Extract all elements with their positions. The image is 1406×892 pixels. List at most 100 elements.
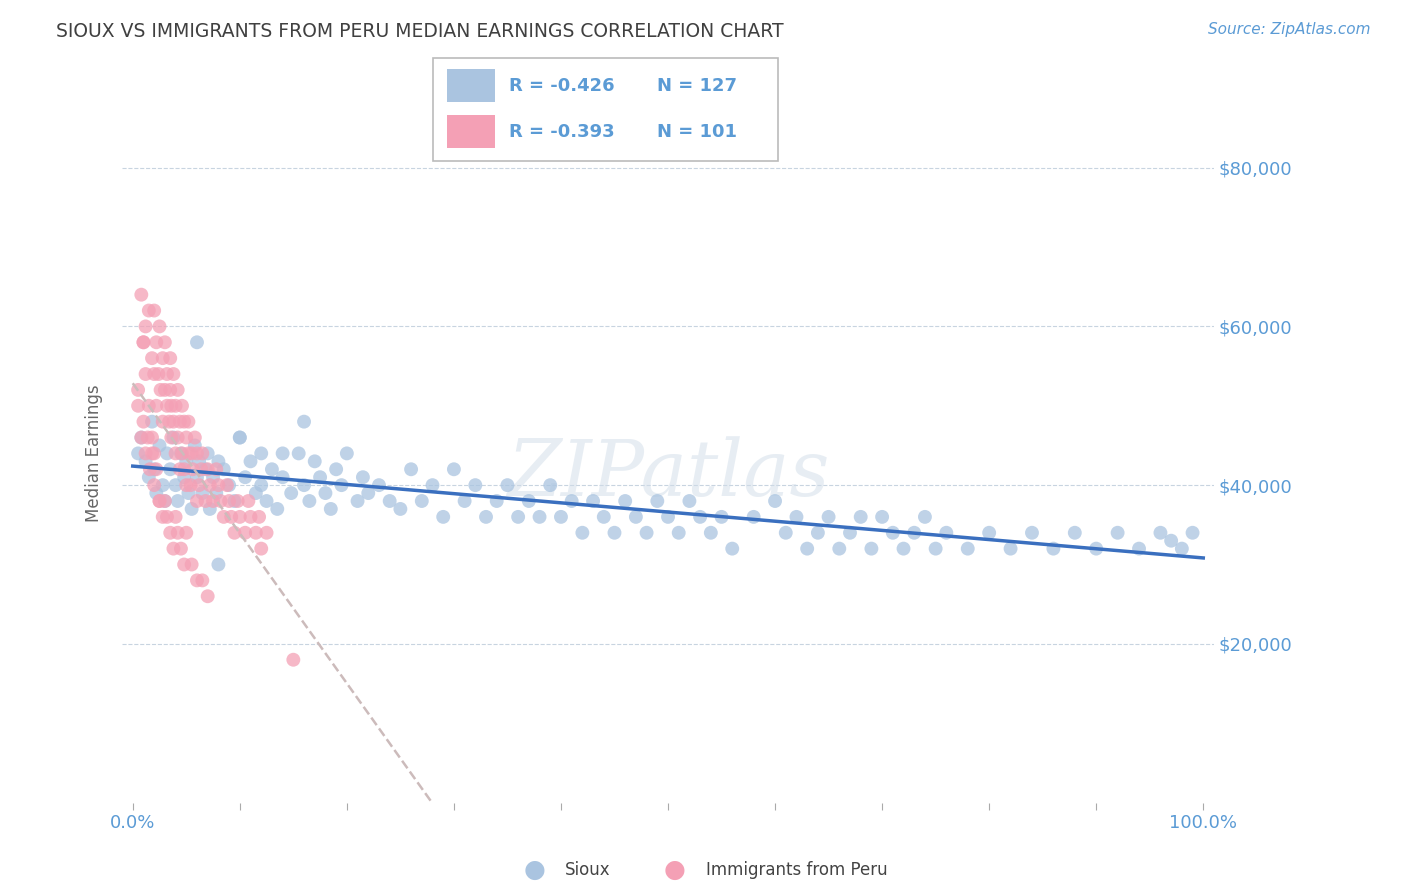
Point (678, 494, 700, 508)
Point (399, 462, 422, 476)
Point (127, 446, 149, 460)
Point (160, 399, 183, 413)
Point (173, 462, 195, 476)
Point (870, 509, 893, 524)
Point (903, 525, 925, 540)
Point (174, 454, 197, 468)
Point (143, 446, 166, 460)
Point (882, 525, 904, 540)
Point (141, 351, 163, 366)
Point (357, 486, 380, 500)
Point (162, 367, 184, 381)
Point (233, 525, 256, 540)
Point (657, 509, 679, 524)
Point (153, 335, 176, 350)
Point (169, 415, 191, 429)
Point (169, 462, 191, 476)
Point (170, 446, 193, 460)
Point (550, 509, 572, 524)
Point (186, 446, 208, 460)
Point (935, 525, 957, 540)
Point (148, 319, 170, 334)
Point (132, 415, 155, 429)
Point (157, 415, 180, 429)
Point (180, 478, 202, 492)
Point (166, 525, 188, 540)
Point (422, 478, 444, 492)
Point (245, 525, 267, 540)
Point (170, 446, 193, 460)
Point (389, 502, 412, 516)
Point (250, 446, 273, 460)
Point (828, 541, 851, 556)
Point (614, 494, 637, 508)
Point (1107, 525, 1129, 540)
Text: R = -0.426: R = -0.426 (509, 77, 614, 95)
Point (166, 430, 188, 444)
Point (1128, 541, 1150, 556)
Point (186, 470, 208, 484)
Point (194, 494, 217, 508)
Point (219, 509, 242, 524)
Point (229, 430, 252, 444)
Point (1042, 541, 1064, 556)
Point (205, 462, 228, 476)
Point (143, 478, 166, 492)
Point (141, 415, 163, 429)
Point (336, 446, 359, 460)
Point (229, 509, 252, 524)
Point (215, 478, 238, 492)
Point (368, 478, 391, 492)
Point (582, 494, 605, 508)
Point (914, 509, 936, 524)
Point (162, 541, 184, 556)
Point (184, 438, 207, 452)
Point (156, 399, 179, 413)
Point (170, 541, 193, 556)
Point (411, 494, 433, 508)
Point (592, 509, 614, 524)
Point (131, 287, 153, 301)
Point (218, 494, 240, 508)
Point (785, 509, 807, 524)
Text: N = 127: N = 127 (657, 77, 737, 95)
Point (152, 509, 174, 524)
Point (132, 335, 155, 350)
Point (138, 470, 160, 484)
Point (197, 446, 219, 460)
Point (212, 462, 235, 476)
Point (197, 462, 219, 476)
Point (245, 486, 267, 500)
Text: ●: ● (523, 858, 546, 881)
Point (198, 502, 221, 516)
Point (1171, 541, 1194, 556)
Point (325, 462, 347, 476)
Point (190, 462, 212, 476)
Point (152, 415, 174, 429)
Point (1063, 525, 1085, 540)
Point (143, 462, 166, 476)
Point (207, 478, 229, 492)
Point (1085, 541, 1108, 556)
Point (180, 558, 202, 572)
Point (141, 430, 163, 444)
Point (188, 478, 211, 492)
Point (292, 478, 315, 492)
Point (807, 525, 830, 540)
Point (668, 525, 690, 540)
Point (165, 446, 187, 460)
Point (304, 454, 326, 468)
Point (1160, 533, 1182, 548)
Point (378, 494, 401, 508)
Point (209, 494, 232, 508)
Point (485, 494, 508, 508)
Point (517, 494, 540, 508)
Point (271, 446, 294, 460)
Point (979, 525, 1001, 540)
Point (181, 462, 204, 476)
Point (177, 446, 200, 460)
Point (177, 486, 200, 500)
Point (156, 367, 179, 381)
Point (170, 399, 193, 413)
Point (233, 470, 256, 484)
